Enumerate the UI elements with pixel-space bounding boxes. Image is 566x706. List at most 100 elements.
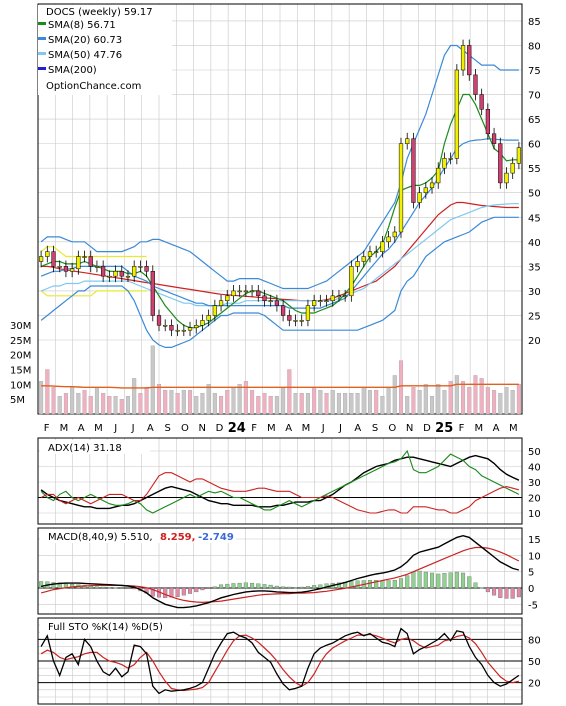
volume-bar xyxy=(498,393,503,415)
price-tick-label: 60 xyxy=(528,140,541,151)
adx-tick-label: 40 xyxy=(528,463,541,474)
macd-histogram-bar xyxy=(392,580,397,589)
month-label: 25 xyxy=(435,421,453,436)
candle-body xyxy=(88,256,93,267)
candle-body xyxy=(504,172,509,184)
month-label: D xyxy=(423,423,431,434)
macd-histogram-bar xyxy=(119,587,124,589)
legend-sma20: SMA(20) 60.73 xyxy=(48,35,122,46)
candle-body xyxy=(163,325,168,327)
month-label: M xyxy=(94,423,103,434)
candle-body xyxy=(237,290,242,293)
volume-bar xyxy=(57,396,62,415)
price-tick-label: 25 xyxy=(528,311,541,322)
candle-body xyxy=(293,320,298,322)
macd-histogram-bar xyxy=(125,587,130,589)
macd-histogram-bar xyxy=(516,587,521,598)
price-tick-label: 85 xyxy=(528,17,541,28)
sto-tick-label: 50 xyxy=(528,657,541,668)
candle-body xyxy=(45,251,50,257)
candle-body xyxy=(380,241,385,252)
macd-histogram-bar xyxy=(454,571,459,589)
candle-body xyxy=(467,45,472,76)
candle-body xyxy=(417,192,422,203)
candle-body xyxy=(318,300,323,302)
volume-bar xyxy=(88,396,93,415)
macd-histogram-bar xyxy=(51,582,56,589)
macd-tick-label: 15 xyxy=(528,535,541,546)
sto-d-line xyxy=(40,633,520,692)
macd-histogram-bar xyxy=(312,585,317,589)
month-label: M xyxy=(267,423,276,434)
sto-title-bg xyxy=(40,619,190,633)
candle-body xyxy=(181,329,186,332)
volume-bar xyxy=(206,384,211,415)
month-label: F xyxy=(44,423,50,434)
macd-histogram-bar xyxy=(417,570,422,589)
macd-histogram-bar xyxy=(39,581,44,589)
candle-body xyxy=(274,300,280,306)
volume-average-line xyxy=(41,383,519,389)
adx-tick-label: 50 xyxy=(528,447,541,458)
candle-body xyxy=(82,256,87,258)
macd-histogram-bar xyxy=(70,583,75,589)
legend-background xyxy=(38,5,172,95)
candle-body xyxy=(324,300,329,302)
volume-bar xyxy=(305,393,310,415)
volume-tick-label: 25M xyxy=(10,336,31,347)
macd-tick-label: -5 xyxy=(528,600,538,611)
month-label: J xyxy=(113,423,117,434)
candle-body xyxy=(448,158,453,160)
legend-swatch-sma200 xyxy=(38,67,46,70)
volume-bar xyxy=(386,387,391,415)
macd-histogram-bar xyxy=(510,587,515,599)
candle-body xyxy=(405,138,410,144)
watermark: OptionChance.com xyxy=(46,81,141,92)
macd-histogram-bar xyxy=(94,586,99,589)
volume-bar xyxy=(442,390,447,415)
candle-body xyxy=(436,167,441,184)
volume-bar xyxy=(237,384,242,415)
month-label: O xyxy=(181,423,189,434)
candle-body xyxy=(249,290,255,293)
month-label: 24 xyxy=(228,421,246,436)
macd-histogram-bar xyxy=(367,580,372,589)
volume-bar xyxy=(411,387,416,415)
candle-body xyxy=(491,133,497,144)
candle-body xyxy=(57,266,62,268)
volume-bar xyxy=(405,396,410,415)
volume-tick-label: 5M xyxy=(10,395,25,406)
candle-body xyxy=(343,295,348,298)
candle-body xyxy=(386,236,391,243)
candle-body xyxy=(262,295,267,301)
macd-title: MACD(8,40,9) 5.510, xyxy=(48,532,153,543)
month-label: A xyxy=(285,423,292,434)
adx-series-di_minus xyxy=(40,472,520,514)
volume-bar xyxy=(367,390,372,415)
macd-histogram-bar xyxy=(274,585,279,589)
volume-bar xyxy=(262,393,267,415)
volume-bar xyxy=(39,381,44,415)
candle-body xyxy=(411,138,416,203)
macd-histogram-bar xyxy=(299,586,304,589)
macd-histogram-bar xyxy=(281,586,286,589)
volume-bar xyxy=(510,390,515,415)
sto-tick-label: 20 xyxy=(528,679,541,690)
month-label: M xyxy=(302,423,311,434)
volume-bar xyxy=(392,375,397,415)
macd-histogram-bar xyxy=(504,587,509,599)
candle-body xyxy=(243,290,248,293)
bollinger-lower-line xyxy=(40,216,519,348)
volume-bar xyxy=(82,390,87,415)
volume-bar xyxy=(361,387,366,415)
volume-bar xyxy=(125,396,130,415)
adx-frame xyxy=(37,437,523,525)
volume-bar xyxy=(94,387,99,415)
candle-body xyxy=(200,320,205,326)
envelope-lower-line xyxy=(40,290,147,297)
candle-body xyxy=(355,261,360,267)
price-tick-label: 50 xyxy=(528,189,541,200)
macd-histogram-bar xyxy=(305,586,310,589)
adx-tick-label: 10 xyxy=(528,509,541,520)
candle-body xyxy=(187,327,193,331)
